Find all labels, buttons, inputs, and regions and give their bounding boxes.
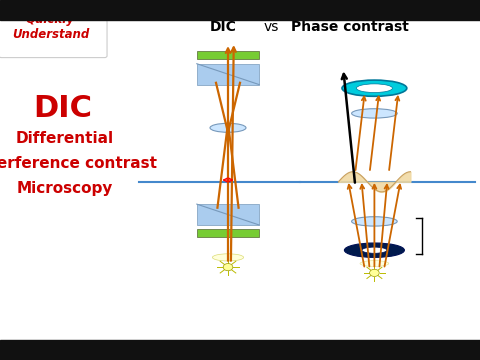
Text: Differential: Differential xyxy=(16,131,114,146)
Ellipse shape xyxy=(370,269,379,276)
Bar xyxy=(197,64,259,85)
Bar xyxy=(0,20,480,340)
Bar xyxy=(197,204,259,225)
Ellipse shape xyxy=(356,84,393,93)
Bar xyxy=(197,229,259,237)
Ellipse shape xyxy=(212,254,243,261)
FancyBboxPatch shape xyxy=(0,20,107,58)
Ellipse shape xyxy=(210,123,246,132)
Text: DIC: DIC xyxy=(210,20,237,34)
Ellipse shape xyxy=(345,243,404,257)
Text: Interference contrast: Interference contrast xyxy=(0,156,157,171)
Ellipse shape xyxy=(362,247,387,253)
Bar xyxy=(197,51,259,59)
Bar xyxy=(0,340,480,360)
Text: vs: vs xyxy=(264,20,279,34)
Ellipse shape xyxy=(342,80,407,96)
Ellipse shape xyxy=(351,109,397,118)
Ellipse shape xyxy=(351,217,397,226)
Text: Quickly
Understand: Quickly Understand xyxy=(12,13,89,41)
Text: Phase contrast: Phase contrast xyxy=(291,20,409,34)
Ellipse shape xyxy=(360,261,389,266)
Bar xyxy=(0,0,480,20)
Text: Microscopy: Microscopy xyxy=(17,181,113,197)
Ellipse shape xyxy=(223,264,233,271)
Text: DIC: DIC xyxy=(33,94,92,122)
